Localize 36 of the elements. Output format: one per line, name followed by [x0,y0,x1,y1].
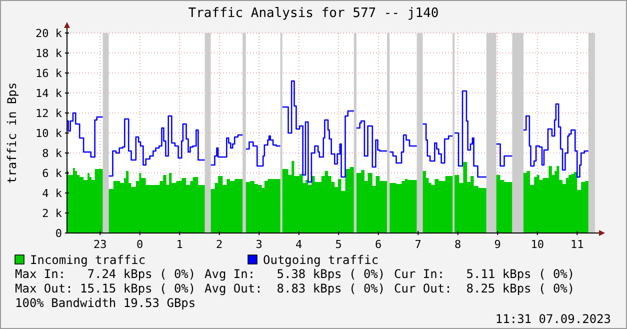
x-tick-label: 7 [414,238,422,251]
y-tick-label: 20 k [36,27,62,40]
text: Cur Out: 8.25 kBps ( 0%) [394,282,575,296]
y-tick-label: 18 k [36,47,62,60]
text: Max Out: 15.15 kBps ( 0%) [15,282,196,296]
legend-label: Outgoing traffic [263,253,379,267]
legend-label: Incoming traffic [30,253,146,267]
x-tick-label: 10 [530,238,544,251]
y-tick-label: 12 k [36,107,62,120]
x-tick-label: 4 [296,238,303,251]
y-tick-label: 14 k [36,87,62,100]
x-tick-label: 8 [454,238,462,251]
y-axis-title: traffic in Bps [5,82,19,184]
y-tick-label: 0 [55,227,62,240]
y-tick-label: 2 k [42,207,62,220]
chart-title: Traffic Analysis for 577 -- j140 [188,6,439,21]
y-tick-label: 16 k [36,67,62,80]
text: 11:31 07.09.2023 [495,312,611,326]
x-tick-label: 6 [375,238,382,251]
text: Cur In: 5.11 kBps ( 0%) [394,267,575,281]
x-tick-label: 9 [494,238,501,251]
x-tick-label: 5 [335,238,342,251]
x-tick-label: 23 [94,238,107,251]
text: Avg In: 5.38 kBps ( 0%) [204,267,386,281]
x-tick-label: 1 [176,238,183,251]
y-tick-label: 6 k [42,167,62,180]
y-tick-label: 8 k [42,147,62,160]
y-tick-label: 4 k [42,187,62,200]
text: Max In: 7.24 kBps ( 0%) [15,267,196,281]
x-tick-label: 3 [256,238,262,251]
x-tick-label: 11 [570,238,584,251]
text: 100% Bandwidth 19.53 GBps [15,296,196,310]
text: Avg Out: 8.83 kBps ( 0%) [204,282,386,296]
y-tick-label: 10 k [36,127,62,140]
x-tick-label: 2 [216,238,223,251]
x-tick-label: 0 [136,238,144,251]
